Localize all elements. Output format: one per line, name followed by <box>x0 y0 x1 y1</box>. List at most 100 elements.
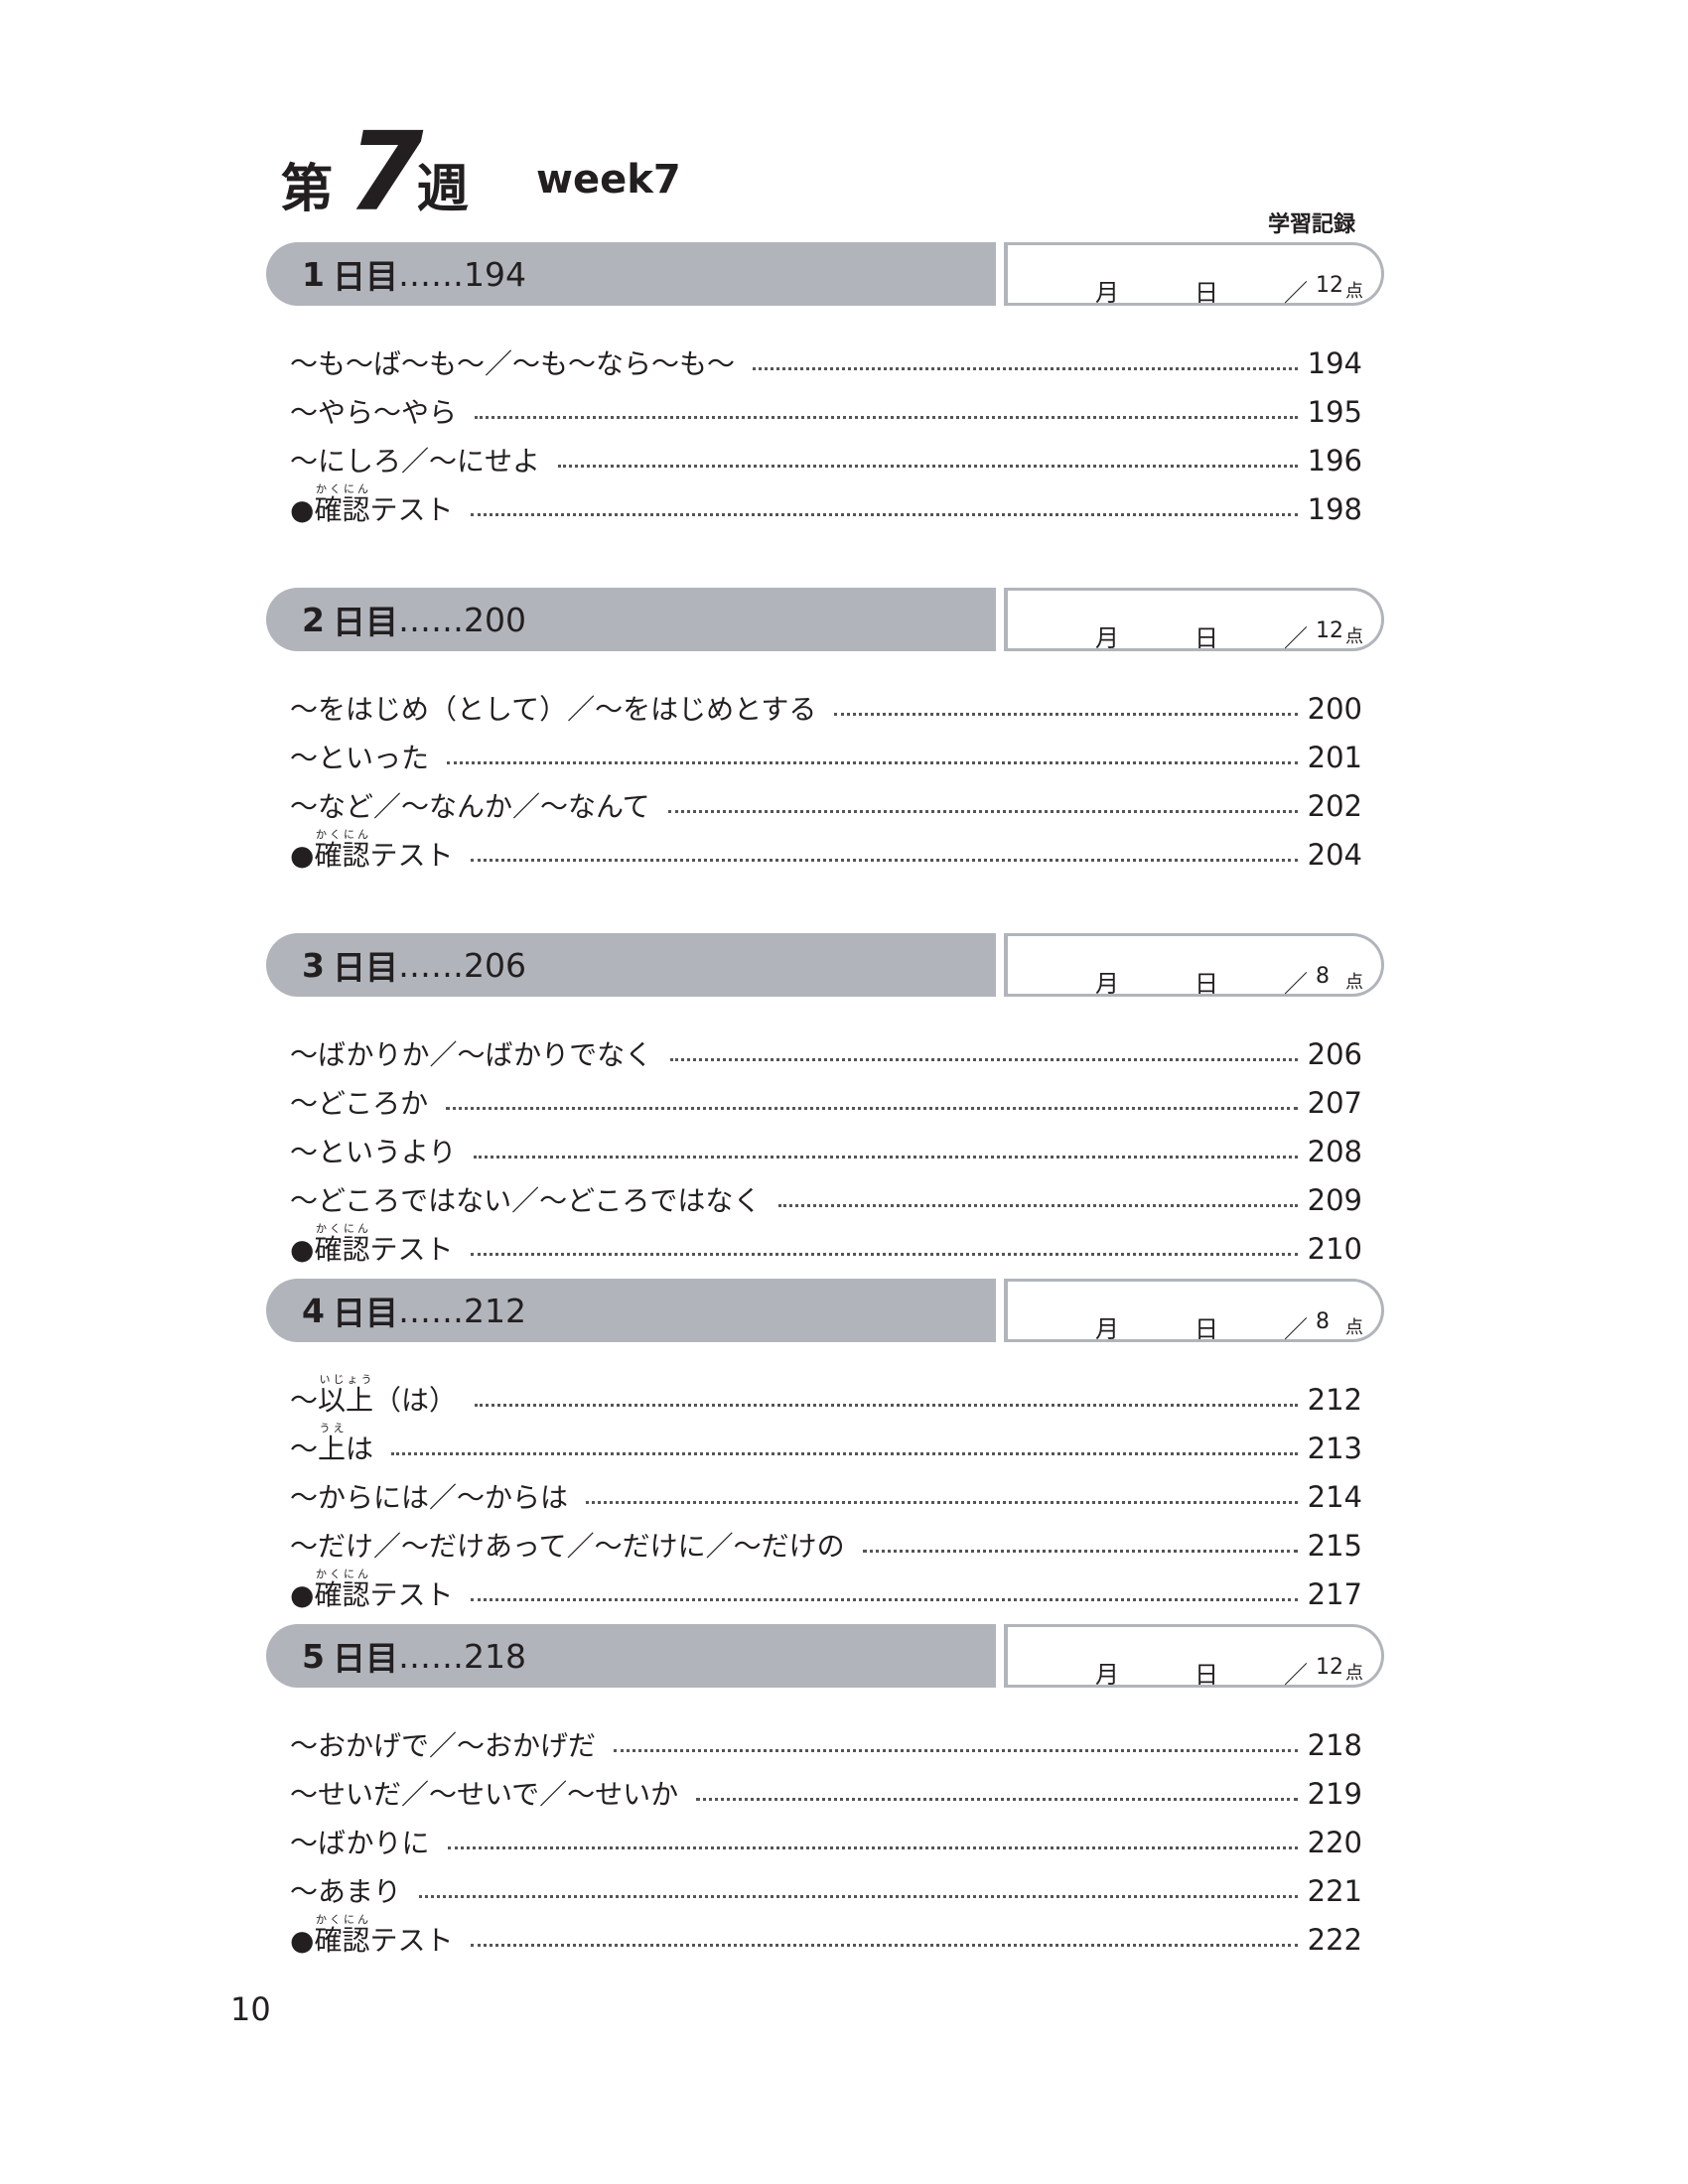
dot-leader <box>474 1156 1298 1159</box>
record-day: 日 <box>1195 279 1218 307</box>
day-bar: 3 日目…… 206 <box>266 933 996 997</box>
item-text: 〜にしろ／〜にせよ <box>290 448 540 476</box>
record-unit: 点 <box>1345 626 1363 647</box>
text-part: ● <box>290 1578 315 1611</box>
toc-item: 〜など／〜なんか／〜なんて 202 <box>290 772 1362 821</box>
item-list: 〜ばかりか／〜ばかりでなく 206 〜どころか 207 〜というより 208 〜どころではな… <box>290 1021 1362 1264</box>
item-page: 221 <box>1307 1874 1362 1908</box>
item-text: 〜ばかりか／〜ばかりでなく <box>290 1041 652 1069</box>
record-box: 月 日 ／ 12 点 <box>1004 1624 1384 1689</box>
day-page: 200 <box>463 600 526 639</box>
record-points: 8 <box>1316 964 1330 989</box>
day-leader: …… <box>397 1291 464 1330</box>
text-part: 〜も〜ば〜も〜／〜も〜なら〜も〜 <box>290 347 736 380</box>
ruby-reading: かくにん <box>314 482 370 495</box>
toc-item: ●確認かくにんテスト 222 <box>290 1906 1362 1955</box>
ruby-text: 以上いじょう <box>318 1373 373 1417</box>
record-slash: ／ <box>1284 1661 1308 1689</box>
item-text: ●確認かくにんテスト <box>290 1913 453 1955</box>
item-text: 〜も〜ば〜も〜／〜も〜なら〜も〜 <box>290 350 735 378</box>
toc-item: 〜あまり 221 <box>290 1857 1362 1906</box>
text-part: テスト <box>369 493 454 526</box>
record-month: 月 <box>1095 1661 1119 1689</box>
toc-item: ●確認かくにんテスト 204 <box>290 821 1362 870</box>
dot-leader <box>446 1107 1298 1110</box>
record-box: 月 日 ／ 12 点 <box>1004 242 1384 307</box>
item-page: 219 <box>1307 1777 1362 1811</box>
item-page: 217 <box>1307 1577 1362 1611</box>
item-text: ●確認かくにんテスト <box>290 1568 453 1609</box>
record-unit: 点 <box>1345 1317 1363 1338</box>
toc-item: 〜からには／〜からは 214 <box>290 1463 1362 1512</box>
text-part: 〜せいだ／〜せいで／〜せいか <box>290 1778 679 1811</box>
record-month: 月 <box>1095 624 1119 652</box>
record-points: 12 <box>1316 618 1343 643</box>
toc-item: 〜にしろ／〜にせよ 196 <box>290 427 1362 476</box>
dot-leader <box>471 859 1298 862</box>
toc-item: ●確認かくにんテスト 210 <box>290 1215 1362 1264</box>
item-text: 〜やら〜やら <box>290 399 457 427</box>
record-unit: 点 <box>1345 281 1363 302</box>
record-day: 日 <box>1195 1661 1218 1689</box>
item-page: 214 <box>1307 1480 1362 1514</box>
ruby-base: 確認 <box>314 839 370 872</box>
ruby-reading: かくにん <box>314 828 370 841</box>
item-text: 〜あまり <box>290 1878 401 1906</box>
day-bar: 2 日目…… 200 <box>266 588 996 651</box>
item-list: 〜をはじめ（として）／〜をはじめとする 200 〜といった 201 〜など／〜なんか／〜… <box>290 675 1362 870</box>
dot-leader <box>558 465 1298 468</box>
record-slash: ／ <box>1284 1315 1308 1343</box>
day-number: 2 <box>302 600 325 639</box>
dot-leader <box>753 367 1298 370</box>
day-label: 日目 <box>332 257 398 296</box>
ruby-reading: うえ <box>318 1422 347 1434</box>
dot-leader <box>862 1550 1298 1553</box>
toc-item: 〜も〜ば〜も〜／〜も〜なら〜も〜 194 <box>290 330 1362 378</box>
dot-leader <box>447 1846 1298 1849</box>
ruby-reading: いじょう <box>318 1373 374 1386</box>
record-unit: 点 <box>1345 972 1363 993</box>
item-list: 〜おかげで／〜おかげだ 218 〜せいだ／〜せいで／〜せいか 219 〜ばかりに 220 〜… <box>290 1711 1362 1955</box>
text-part: テスト <box>369 1924 454 1957</box>
record-box: 月 日 ／ 12 点 <box>1004 588 1384 652</box>
page-number: 10 <box>230 1990 271 2028</box>
day-page: 212 <box>463 1291 526 1330</box>
ruby-text: 確認かくにん <box>314 1913 370 1957</box>
toc-item: 〜といった 201 <box>290 724 1362 772</box>
ruby-base: 確認 <box>314 1233 370 1266</box>
toc-item: 〜だけ／〜だけあって／〜だけに／〜だけの 215 <box>290 1512 1362 1561</box>
text-part: 〜やら〜やら <box>290 396 458 429</box>
item-text: 〜せいだ／〜せいで／〜せいか <box>290 1781 678 1809</box>
text-part: 〜どころではない／〜どころではなく <box>290 1184 762 1217</box>
dot-leader <box>696 1798 1298 1801</box>
day-bar: 1 日目…… 194 <box>266 242 996 306</box>
day-number: 3 <box>302 945 325 985</box>
item-text: ●確認かくにんテスト <box>290 482 453 524</box>
text-part: 〜 <box>290 1433 319 1465</box>
record-day: 日 <box>1195 624 1218 652</box>
week-number: 7 <box>348 108 424 235</box>
item-text: ●確認かくにんテスト <box>290 828 453 870</box>
item-page: 222 <box>1307 1923 1362 1957</box>
ruby-base: 確認 <box>314 1578 370 1611</box>
ruby-text: 上うえ <box>318 1422 346 1465</box>
item-page: 215 <box>1307 1529 1362 1563</box>
day-label: 日目 <box>332 948 398 987</box>
dot-leader <box>471 1944 1298 1947</box>
record-day: 日 <box>1195 970 1218 998</box>
ruby-base: 確認 <box>314 493 370 526</box>
text-part: テスト <box>369 1578 454 1611</box>
dot-leader <box>391 1452 1298 1455</box>
toc-item: 〜ばかりに 220 <box>290 1809 1362 1857</box>
record-slash: ／ <box>1284 279 1308 307</box>
dot-leader <box>475 1404 1298 1407</box>
record-month: 月 <box>1095 970 1119 998</box>
item-page: 198 <box>1307 492 1362 526</box>
toc-item: 〜以上いじょう（は） 212 <box>290 1366 1362 1415</box>
day-bar: 4 日目…… 212 <box>266 1279 996 1342</box>
ruby-base: 確認 <box>314 1924 370 1957</box>
day-number: 4 <box>302 1291 325 1330</box>
item-text: 〜からには／〜からは <box>290 1484 568 1512</box>
record-box: 月 日 ／ 8 点 <box>1004 1279 1384 1343</box>
